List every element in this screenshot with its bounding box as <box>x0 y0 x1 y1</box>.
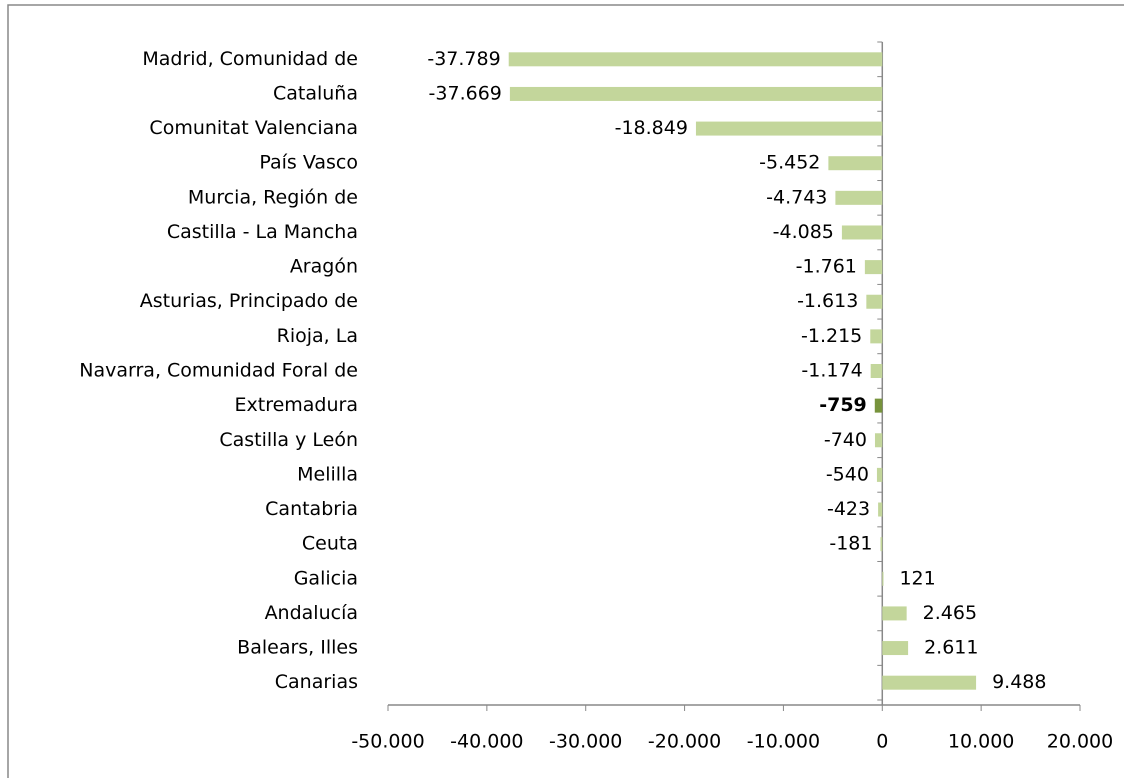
bar <box>882 641 909 656</box>
y-tick-label: Extremadura <box>235 394 359 416</box>
y-tick-label: Canarias <box>275 671 358 693</box>
bar <box>882 606 907 621</box>
x-tick-label: -20.000 <box>648 731 721 753</box>
bar <box>828 156 883 171</box>
bar <box>878 502 883 517</box>
x-tick-label: -40.000 <box>450 731 523 753</box>
bar <box>882 675 977 690</box>
y-tick-label: Ceuta <box>302 533 358 555</box>
bar <box>508 52 883 67</box>
bar <box>864 260 883 275</box>
x-tick-label: -30.000 <box>549 731 622 753</box>
x-tick-label: 0 <box>876 731 888 753</box>
value-label: -18.849 <box>615 117 688 139</box>
y-tick-label: Cantabria <box>265 498 358 520</box>
y-tick-label: Andalucía <box>265 602 358 624</box>
value-label: -37.789 <box>427 48 500 70</box>
value-label: -4.085 <box>773 221 834 243</box>
value-label: -1.613 <box>797 290 858 312</box>
value-label: -540 <box>826 463 869 485</box>
value-label: -181 <box>829 533 872 555</box>
y-tick-label: País Vasco <box>259 152 358 174</box>
value-label: -423 <box>827 498 870 520</box>
value-label: 121 <box>899 567 935 589</box>
bar <box>835 190 883 205</box>
y-tick-label: Melilla <box>297 463 358 485</box>
bar <box>874 433 883 448</box>
bar <box>882 571 884 586</box>
frame <box>7 4 1124 778</box>
y-tick-label: Madrid, Comunidad de <box>142 48 358 70</box>
bar <box>695 121 883 136</box>
y-tick-label: Castilla y León <box>219 429 358 451</box>
x-tick-label: -10.000 <box>747 731 820 753</box>
bar <box>841 225 883 240</box>
y-tick-label: Castilla - La Mancha <box>167 221 358 243</box>
y-tick-label: Murcia, Región de <box>188 186 358 208</box>
value-label: -740 <box>824 429 867 451</box>
x-tick-label: 10.000 <box>948 731 1014 753</box>
value-label: -4.743 <box>766 186 827 208</box>
y-tick-label: Cataluña <box>273 82 358 104</box>
y-tick-label: Comunitat Valenciana <box>149 117 358 139</box>
y-tick-label: Asturias, Principado de <box>140 290 358 312</box>
bar <box>876 467 883 482</box>
value-label: -1.215 <box>801 325 862 347</box>
value-label: -1.174 <box>801 360 862 382</box>
x-tick-label: -50.000 <box>351 731 424 753</box>
bar <box>866 294 883 309</box>
value-label: 2.611 <box>924 637 978 659</box>
y-tick-label: Navarra, Comunidad Foral de <box>79 360 358 382</box>
value-label: 9.488 <box>992 671 1046 693</box>
value-label: -5.452 <box>759 152 820 174</box>
bar <box>880 537 883 552</box>
bar <box>870 364 883 378</box>
value-label: 2.465 <box>923 602 977 624</box>
bar <box>874 398 883 413</box>
value-label: -1.761 <box>796 256 857 278</box>
value-label: -37.669 <box>429 82 502 104</box>
bar <box>509 86 883 101</box>
bar <box>870 329 883 344</box>
value-label: -759 <box>819 394 867 416</box>
y-tick-label: Balears, Illes <box>237 637 358 659</box>
y-tick-label: Aragón <box>290 256 358 278</box>
y-tick-label: Galicia <box>294 567 358 589</box>
y-tick-label: Rioja, La <box>277 325 358 347</box>
x-tick-label: 20.000 <box>1047 731 1113 753</box>
